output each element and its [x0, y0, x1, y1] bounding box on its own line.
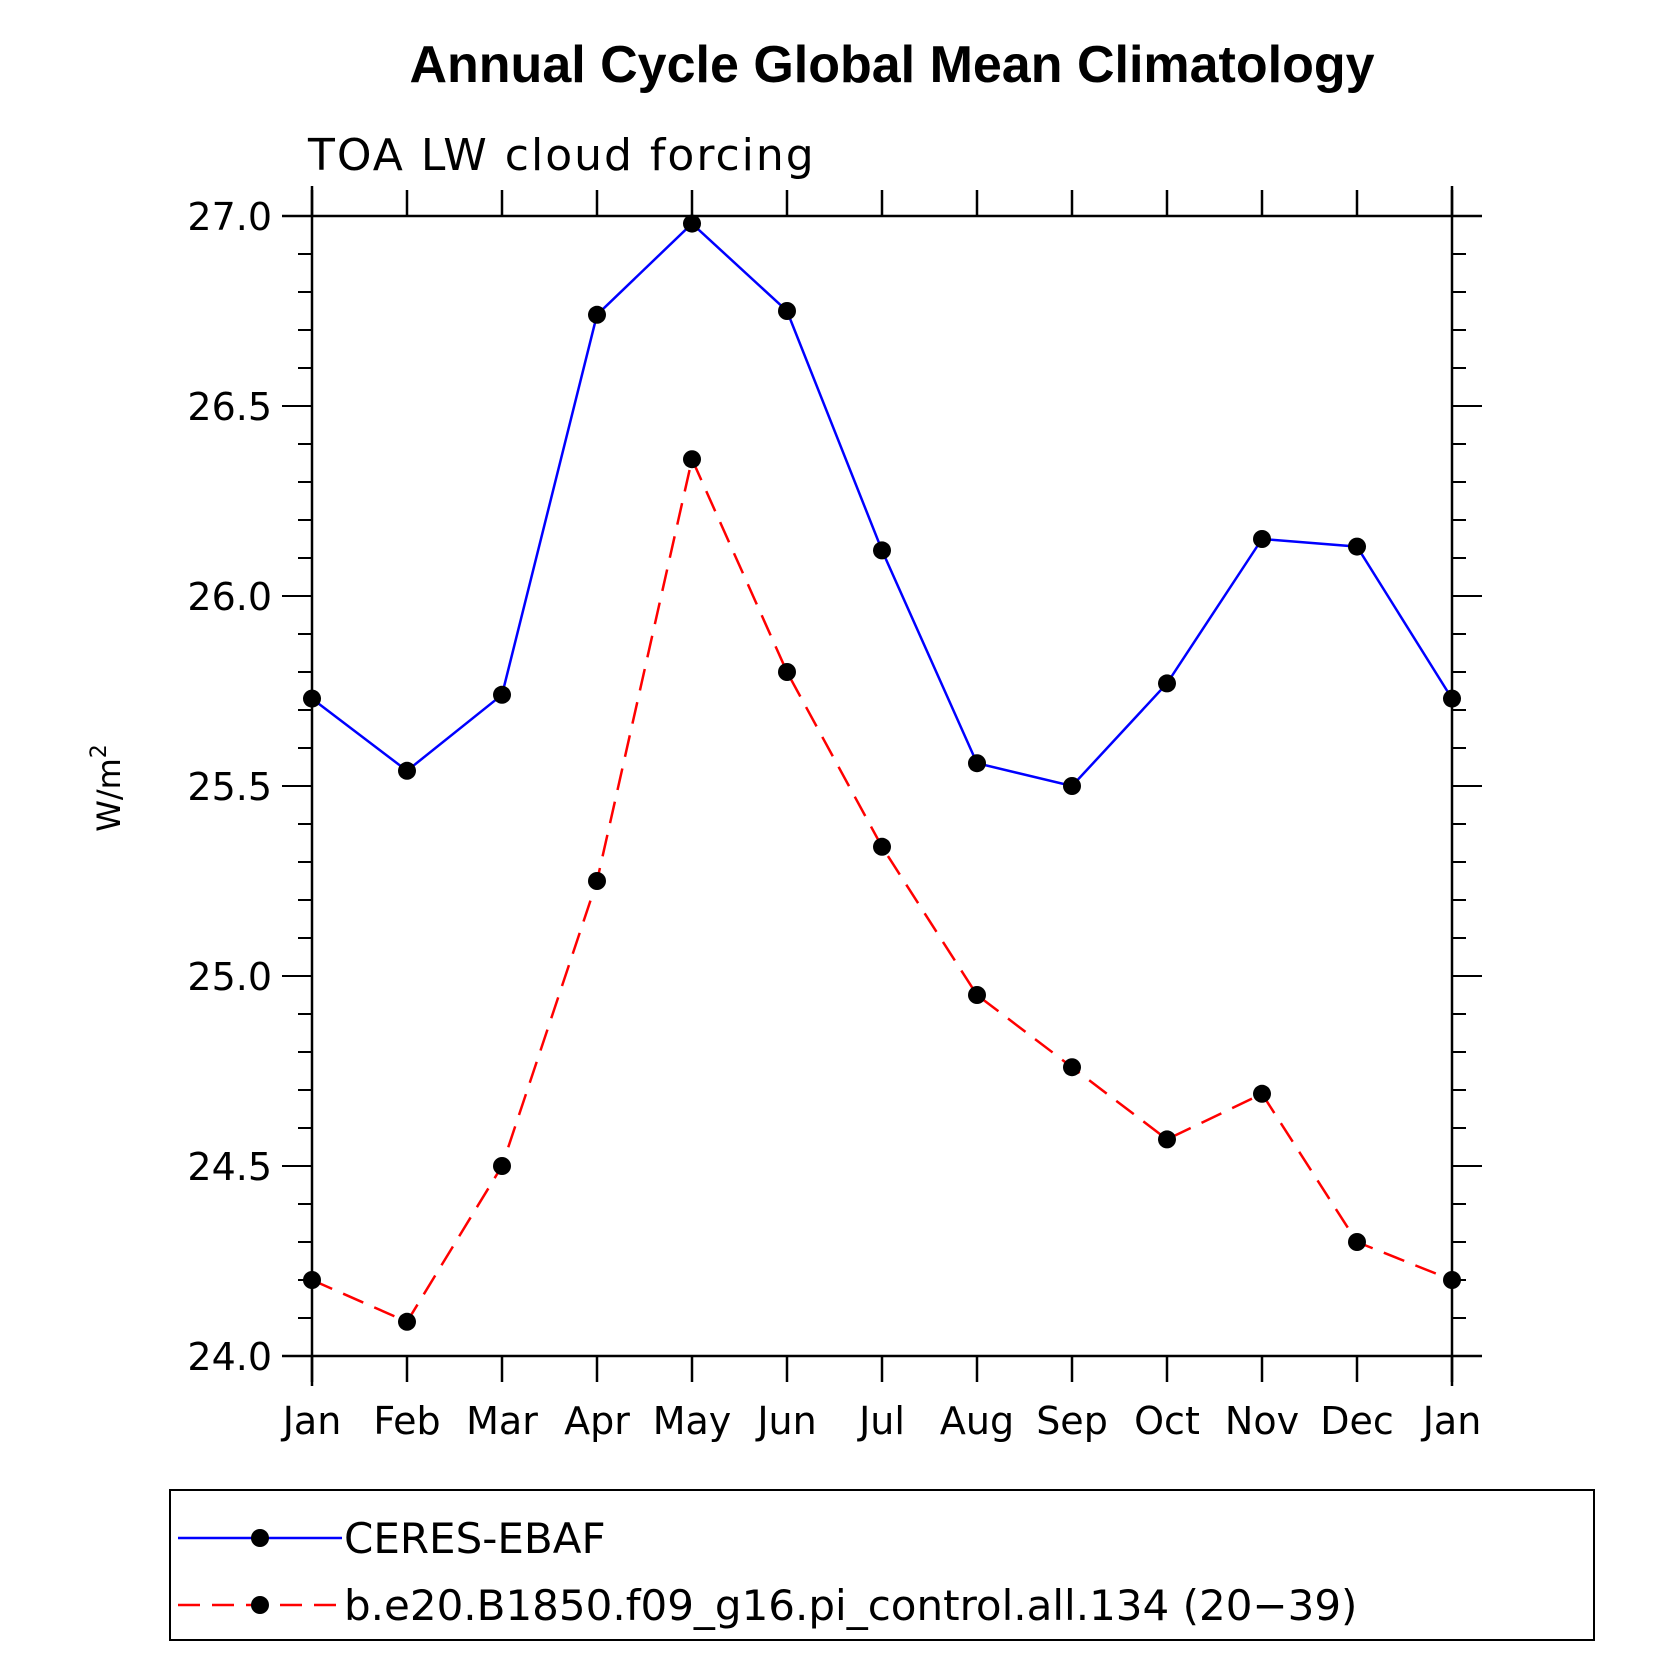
data-point — [588, 305, 606, 324]
data-point — [1443, 689, 1461, 708]
y-tick-label: 25.5 — [187, 765, 272, 809]
x-tick-label: Apr — [564, 1399, 630, 1443]
chart-title: Annual Cycle Global Mean Climatology — [409, 36, 1374, 94]
data-point — [303, 689, 321, 708]
y-tick-label: 24.5 — [187, 1145, 272, 1189]
data-point — [873, 837, 891, 856]
data-point — [683, 214, 701, 233]
y-tick-label: 26.0 — [187, 575, 272, 619]
data-point — [493, 685, 511, 704]
series-line — [311, 455, 1453, 1324]
data-point — [778, 302, 796, 320]
x-tick-label: Mar — [466, 1399, 538, 1443]
data-point — [1158, 674, 1176, 693]
plot-frame — [282, 186, 1482, 1386]
x-tick-label: Jan — [281, 1399, 342, 1443]
y-axis-label-superscript: 2 — [87, 744, 112, 758]
data-point — [1348, 1233, 1366, 1251]
chart-subtitle: TOA LW cloud forcing — [307, 130, 816, 181]
legend-entry: b.e20.B1850.f09_g16.pi_control.all.134 (… — [178, 1581, 1357, 1630]
y-axis-label-text: W/m — [90, 758, 128, 832]
legend-entry: CERES-EBAF — [178, 1514, 606, 1563]
legend-label: b.e20.B1850.f09_g16.pi_control.all.134 (… — [344, 1581, 1357, 1630]
x-tick-label: Dec — [1320, 1399, 1394, 1443]
x-tick-label: Jan — [1421, 1399, 1482, 1443]
legend-label: CERES-EBAF — [344, 1514, 606, 1563]
y-tick-label: 26.5 — [187, 385, 272, 429]
x-tick-label: Nov — [1225, 1399, 1299, 1443]
data-point — [1443, 1271, 1461, 1289]
x-tick-label: Oct — [1134, 1399, 1200, 1443]
series-line — [311, 221, 1454, 788]
data-point — [1158, 1130, 1176, 1149]
x-tick-label: Feb — [373, 1399, 440, 1443]
x-tick-label: Jun — [755, 1399, 816, 1443]
x-tick-label: May — [653, 1399, 732, 1443]
legend: CERES-EBAF b.e20.B1850.f09_g16.pi_control… — [169, 1489, 1595, 1641]
axis-ticks — [282, 190, 1482, 1382]
y-tick-labels: 24.0 24.5 25.0 25.5 26.0 26.5 27.0 — [187, 195, 272, 1379]
x-tick-label: Jul — [857, 1399, 905, 1443]
legend-marker — [251, 1596, 269, 1614]
x-tick-label: Aug — [940, 1399, 1014, 1443]
legend-marker — [251, 1529, 269, 1547]
data-point — [1253, 1084, 1271, 1103]
data-point — [398, 1312, 416, 1331]
svg-text:W/m2: W/m2 — [87, 744, 128, 832]
series-layer — [303, 214, 1461, 1331]
data-point — [398, 761, 416, 780]
y-tick-label: 25.0 — [187, 955, 272, 999]
data-point — [1253, 530, 1271, 548]
y-axis-label: W/m2 — [87, 744, 128, 832]
data-point — [1063, 1058, 1081, 1077]
data-point — [968, 754, 986, 773]
data-point — [683, 450, 701, 469]
y-tick-label: 24.0 — [187, 1335, 272, 1379]
data-point — [968, 986, 986, 1004]
x-tick-label: Sep — [1036, 1399, 1108, 1443]
data-point — [493, 1157, 511, 1175]
legend-box — [169, 1489, 1595, 1641]
data-point — [873, 541, 891, 560]
series-0 — [303, 214, 1461, 795]
x-tick-labels: Jan Feb Mar Apr May Jun Jul Aug Sep Oct Nov Dec Jan — [281, 1399, 1482, 1443]
data-point — [1348, 537, 1366, 556]
series-1 — [303, 450, 1461, 1331]
data-point — [588, 872, 606, 890]
data-point — [1063, 777, 1081, 795]
data-point — [778, 663, 796, 681]
y-tick-label: 27.0 — [187, 195, 272, 239]
data-point — [303, 1271, 321, 1289]
